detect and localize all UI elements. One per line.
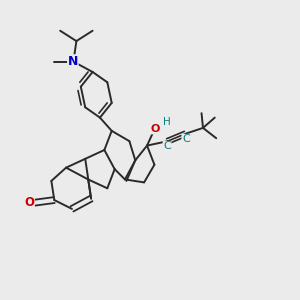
Text: O: O [150,124,160,134]
Text: N: N [68,55,78,68]
Text: C: C [182,134,190,144]
Text: C: C [163,142,171,152]
Text: H: H [163,117,171,127]
Text: O: O [24,196,34,208]
